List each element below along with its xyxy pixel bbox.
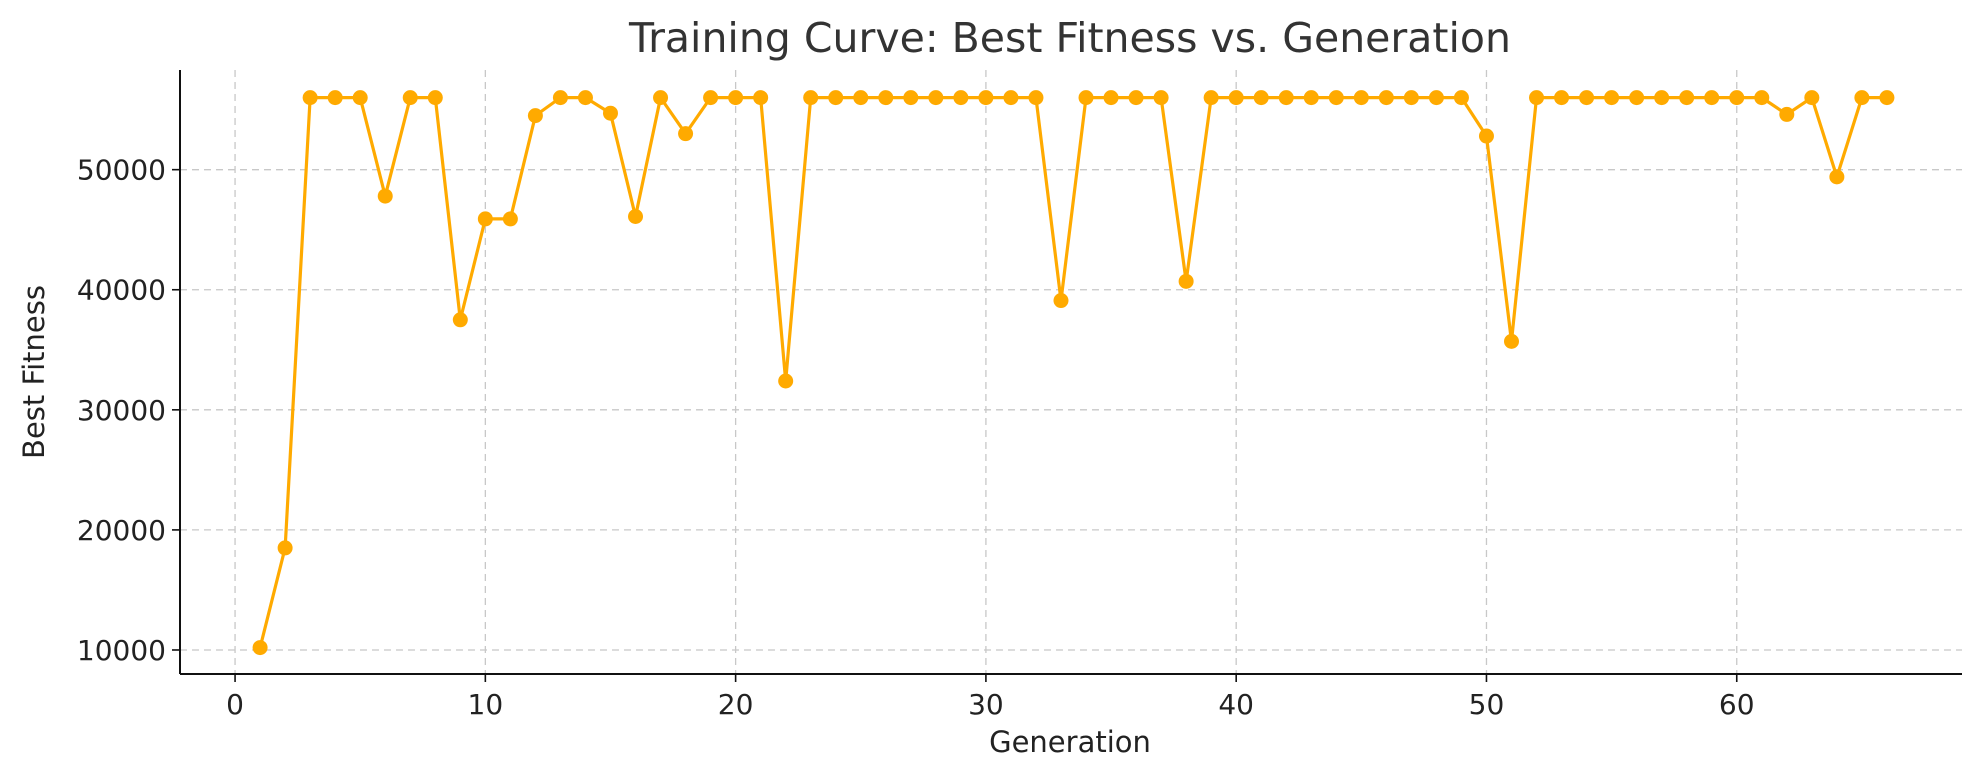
data-point xyxy=(1228,90,1244,106)
data-point xyxy=(377,188,393,204)
data-point xyxy=(602,105,618,121)
data-point xyxy=(452,312,468,328)
y-tick-label: 10000 xyxy=(77,634,166,667)
x-tick-label: 50 xyxy=(1469,688,1505,721)
data-point xyxy=(1729,90,1745,106)
data-point xyxy=(427,90,443,106)
data-point xyxy=(502,211,518,227)
series-layer xyxy=(252,90,1895,656)
series-line xyxy=(258,96,1889,650)
x-tick-label: 60 xyxy=(1719,688,1755,721)
axes xyxy=(179,70,1962,675)
data-point xyxy=(252,640,268,656)
data-point xyxy=(728,90,744,106)
data-point xyxy=(928,90,944,106)
data-point xyxy=(1053,293,1069,309)
x-tick-label: 30 xyxy=(968,688,1004,721)
data-point xyxy=(277,540,293,556)
y-tick-label: 20000 xyxy=(77,514,166,547)
data-point xyxy=(1754,90,1770,106)
y-tick-label: 40000 xyxy=(77,274,166,307)
y-axis-label: Best Fitness xyxy=(17,285,51,459)
data-point xyxy=(1103,90,1119,106)
x-tick-label: 40 xyxy=(1218,688,1254,721)
data-point xyxy=(577,90,593,106)
x-tick-label: 10 xyxy=(468,688,504,721)
data-point xyxy=(753,90,769,106)
data-point xyxy=(878,90,894,106)
data-point xyxy=(1704,90,1720,106)
data-point xyxy=(477,211,493,227)
data-point xyxy=(903,90,919,106)
data-point xyxy=(552,90,568,106)
x-axis-label: Generation xyxy=(989,725,1151,759)
data-point xyxy=(352,90,368,106)
data-point xyxy=(703,90,719,106)
data-point xyxy=(302,90,318,106)
data-point xyxy=(1503,333,1519,349)
data-point xyxy=(1779,106,1795,122)
data-point xyxy=(678,126,694,142)
data-point xyxy=(1128,90,1144,106)
data-point xyxy=(1153,90,1169,106)
data-point xyxy=(978,90,994,106)
data-point xyxy=(653,90,669,106)
chart-title: Training Curve: Best Fitness vs. Generat… xyxy=(628,14,1511,62)
data-point xyxy=(1178,273,1194,289)
data-point xyxy=(1253,90,1269,106)
data-point xyxy=(1378,90,1394,106)
data-point xyxy=(628,208,644,224)
data-point xyxy=(1278,90,1294,106)
data-point xyxy=(953,90,969,106)
data-point xyxy=(1478,128,1494,144)
data-point xyxy=(1829,169,1845,185)
data-point xyxy=(1003,90,1019,106)
data-point xyxy=(1629,90,1645,106)
data-point xyxy=(1654,90,1670,106)
data-point xyxy=(778,373,794,389)
data-point xyxy=(1604,90,1620,106)
x-tick-label: 20 xyxy=(718,688,754,721)
data-point xyxy=(1203,90,1219,106)
ticks: 0 10 20 30 40 50 60 10000 20000 30000 40000 50000 xyxy=(77,154,1755,721)
data-point xyxy=(1579,90,1595,106)
data-point xyxy=(1679,90,1695,106)
grid-lines xyxy=(180,70,1962,674)
data-point xyxy=(803,90,819,106)
data-point xyxy=(1403,90,1419,106)
data-point xyxy=(1078,90,1094,106)
data-point xyxy=(1303,90,1319,106)
y-tick-label: 50000 xyxy=(77,154,166,187)
data-point xyxy=(853,90,869,106)
data-point xyxy=(1028,90,1044,106)
data-point xyxy=(327,90,343,106)
data-point xyxy=(527,108,543,124)
data-point xyxy=(1353,90,1369,106)
data-point xyxy=(1854,90,1870,106)
y-tick-label: 30000 xyxy=(77,394,166,427)
data-point xyxy=(1428,90,1444,106)
data-point xyxy=(1879,90,1895,106)
data-point xyxy=(402,90,418,106)
data-point xyxy=(828,90,844,106)
data-point xyxy=(1328,90,1344,106)
data-point xyxy=(1453,90,1469,106)
data-point xyxy=(1804,90,1820,106)
x-tick-label: 0 xyxy=(226,688,244,721)
data-point xyxy=(1554,90,1570,106)
data-point xyxy=(1529,90,1545,106)
